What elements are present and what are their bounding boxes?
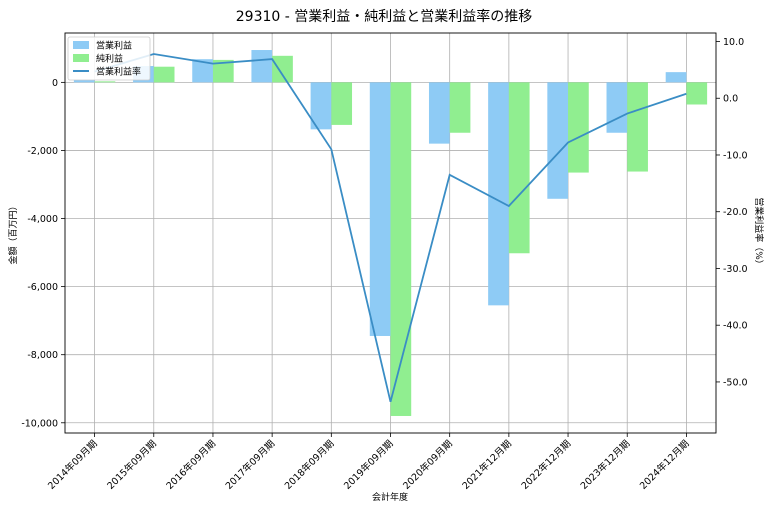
y-tick-label: -6,000 bbox=[27, 282, 58, 293]
net-profit-bar bbox=[272, 55, 293, 83]
operating-profit-bar bbox=[192, 59, 213, 83]
net-profit-bar bbox=[508, 82, 530, 254]
operating-profit-bar bbox=[606, 82, 628, 133]
legend-swatch-net-profit bbox=[73, 54, 89, 62]
y2-tick-label: -30.0 bbox=[723, 264, 748, 275]
y2-tick-label: -10.0 bbox=[723, 150, 748, 161]
y-axis-label: 金額（百万円） bbox=[7, 201, 19, 264]
y2-tick-label: -40.0 bbox=[723, 321, 748, 332]
x-tick-label: 2014年09月期 bbox=[45, 438, 99, 492]
operating-profit-bar bbox=[73, 79, 95, 83]
operating-margin-line bbox=[94, 53, 687, 403]
operating-profit-bar bbox=[251, 50, 273, 83]
legend-label-operating-profit: 営業利益 bbox=[96, 40, 132, 52]
x-tick-label: 2016年09月期 bbox=[164, 438, 218, 492]
x-tick-label: 2022年12月期 bbox=[519, 438, 573, 492]
line-layer bbox=[94, 53, 687, 403]
operating-profit-bar bbox=[428, 82, 450, 144]
x-axis-label: 会計年度 bbox=[372, 491, 408, 503]
y-tick-label: 0 bbox=[52, 78, 58, 89]
x-tick-label: 2015年09月期 bbox=[105, 438, 159, 492]
y2-axis-ticks: 10.0 0.0 -10.0 -20.0 -30.0 -40.0 -50.0 bbox=[716, 37, 748, 388]
net-profit-bar bbox=[331, 82, 353, 125]
bar-layer bbox=[73, 50, 708, 416]
y2-tick-label: 0.0 bbox=[723, 94, 738, 105]
x-tick-label: 2023年12月期 bbox=[578, 438, 632, 492]
legend-swatch-operating-profit bbox=[73, 41, 89, 49]
y-tick-label: -4,000 bbox=[27, 214, 58, 225]
operating-profit-bar bbox=[369, 82, 391, 336]
net-profit-bar bbox=[153, 66, 175, 83]
y2-tick-label: 10.0 bbox=[723, 37, 744, 48]
x-tick-label: 2024年12月期 bbox=[637, 438, 691, 492]
legend-label-operating-margin: 営業利益率 bbox=[96, 66, 141, 78]
net-profit-bar bbox=[94, 81, 116, 83]
y-tick-label: -8,000 bbox=[27, 350, 58, 361]
y2-tick-label: -50.0 bbox=[723, 377, 748, 388]
chart-title: 29310 - 営業利益・純利益と営業利益率の推移 bbox=[236, 8, 533, 25]
net-profit-bar bbox=[212, 59, 234, 83]
x-tick-label: 2020年09月期 bbox=[401, 438, 455, 492]
legend: 営業利益 純利益 営業利益率 bbox=[67, 36, 151, 81]
net-profit-bar bbox=[686, 82, 708, 105]
x-axis-ticks: 2014年09月期 2015年09月期 2016年09月期 2017年09月期 2018… bbox=[45, 433, 692, 492]
operating-profit-bar bbox=[665, 72, 687, 83]
x-tick-label: 2021年12月期 bbox=[460, 438, 514, 492]
legend-label-net-profit: 純利益 bbox=[96, 53, 123, 65]
y2-axis-label: 営業利益率（%） bbox=[753, 197, 765, 269]
net-profit-bar bbox=[449, 82, 471, 133]
net-profit-bar bbox=[568, 82, 589, 173]
x-tick-label: 2017年09月期 bbox=[223, 438, 277, 492]
operating-profit-bar bbox=[310, 82, 332, 130]
x-tick-label: 2019年09月期 bbox=[341, 438, 395, 492]
y2-tick-label: -20.0 bbox=[723, 207, 748, 218]
net-profit-bar bbox=[627, 82, 648, 172]
operating-profit-bar bbox=[488, 82, 509, 306]
y-tick-label: -2,000 bbox=[27, 146, 58, 157]
y-tick-label: -10,000 bbox=[21, 418, 58, 429]
x-tick-label: 2018年09月期 bbox=[282, 438, 336, 492]
net-profit-bar bbox=[390, 82, 412, 416]
y-axis-ticks: 0 -2,000 -4,000 -6,000 -8,000 -10,000 bbox=[21, 78, 65, 429]
operating-profit-bar bbox=[547, 82, 569, 199]
